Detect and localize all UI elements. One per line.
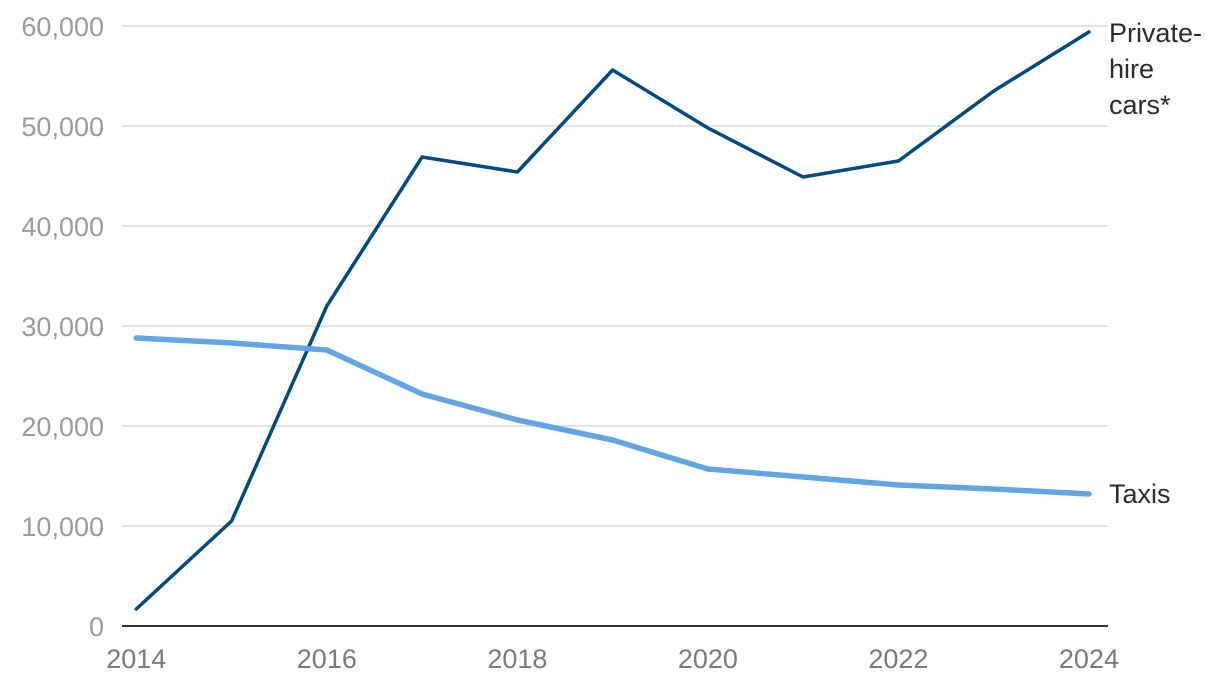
x-tick-label: 2024 xyxy=(1059,644,1119,674)
series-label-line: Taxis xyxy=(1109,479,1171,509)
series-line-private-hire-cars xyxy=(134,30,1091,611)
x-tick-label: 2020 xyxy=(678,644,738,674)
y-tick-label: 30,000 xyxy=(21,312,104,342)
y-tick-label: 10,000 xyxy=(21,512,104,542)
series-label-line: cars* xyxy=(1109,90,1171,120)
series-line-taxis xyxy=(133,335,1092,497)
y-axis-tick-labels: 0 10,000 20,000 30,000 40,000 50,000 60,000 xyxy=(21,12,104,642)
series-labels: Private-hire cars* Taxis xyxy=(1109,18,1202,509)
series-label-line: hire xyxy=(1109,54,1154,84)
y-tick-label: 50,000 xyxy=(21,112,104,142)
series-label-private-hire-cars: Private-hire cars* xyxy=(1109,18,1202,120)
series-lines xyxy=(133,30,1092,611)
series-label-line: Private- xyxy=(1109,18,1202,48)
gridlines xyxy=(122,25,1108,527)
series-label-taxis: Taxis xyxy=(1109,479,1171,509)
x-tick-label: 2022 xyxy=(868,644,928,674)
y-tick-label: 0 xyxy=(89,612,104,642)
x-tick-label: 2016 xyxy=(297,644,357,674)
x-tick-label: 2014 xyxy=(106,644,166,674)
y-tick-label: 40,000 xyxy=(21,212,104,242)
x-axis-tick-labels: 2014 2016 2018 2020 2022 2024 xyxy=(106,644,1119,674)
y-tick-label: 20,000 xyxy=(21,412,104,442)
y-tick-label: 60,000 xyxy=(21,12,104,42)
x-tick-label: 2018 xyxy=(487,644,547,674)
